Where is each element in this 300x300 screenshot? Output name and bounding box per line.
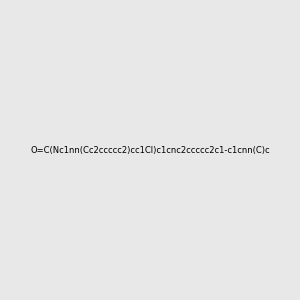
Text: O=C(Nc1nn(Cc2ccccc2)cc1Cl)c1cnc2ccccc2c1-c1cnn(C)c: O=C(Nc1nn(Cc2ccccc2)cc1Cl)c1cnc2ccccc2c1… bbox=[30, 146, 270, 154]
